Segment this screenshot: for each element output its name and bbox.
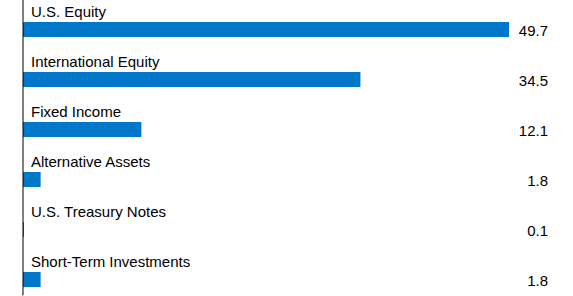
bar [23,72,360,87]
category-label: U.S. Treasury Notes [31,203,166,220]
data-label: 1.8 [527,272,548,289]
bar [23,272,41,287]
category-label: Fixed Income [31,103,121,120]
data-label: 49.7 [519,22,548,39]
category-label: International Equity [31,53,160,70]
axis-line [23,0,24,296]
bar [23,172,41,187]
category-label: U.S. Equity [31,3,107,20]
bar [23,22,509,37]
category-label: Short-Term Investments [31,253,190,270]
bars [23,22,509,287]
data-label: 1.8 [527,172,548,189]
data-label: 34.5 [519,72,548,89]
range-line [23,295,512,296]
labels: U.S. Equity 49.7 International Equity 34.5 F… [31,3,548,289]
bar [23,122,141,137]
category-label: Alternative Assets [31,153,150,170]
data-label: 0.1 [527,222,548,239]
chart: U.S. Equity 49.7 International Equity 34.5 F… [0,0,573,296]
data-label: 12.1 [519,122,548,139]
